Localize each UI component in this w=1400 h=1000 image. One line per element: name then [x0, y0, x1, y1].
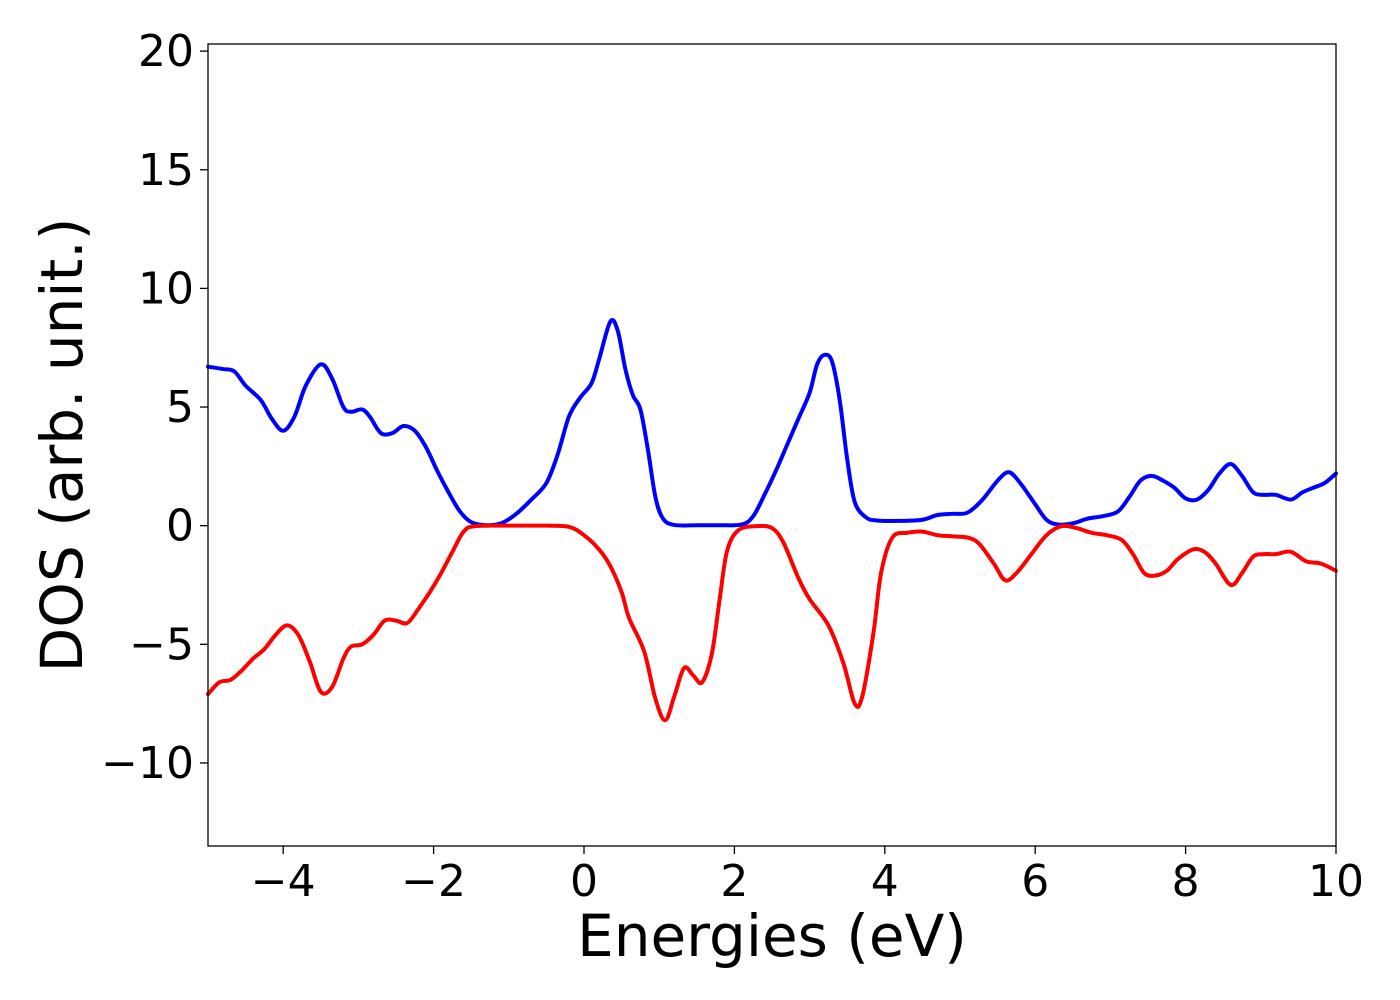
- series-layer: [206, 317, 1338, 723]
- x-tick-label: −2: [401, 856, 466, 907]
- y-tick-label: 15: [138, 145, 194, 196]
- x-tick-label: 0: [570, 856, 598, 907]
- x-tick-label: 10: [1308, 856, 1364, 907]
- x-tick-label: 2: [720, 856, 748, 907]
- y-tick-label: 5: [166, 382, 194, 433]
- y-tick-label: 20: [138, 26, 194, 77]
- y-axis-label: DOS (arb. unit.): [28, 218, 96, 673]
- y-tick-label: −10: [101, 738, 194, 789]
- plot-frame: [207, 43, 1337, 847]
- series-line-blue: [206, 317, 1338, 528]
- x-axis: −4 −2 0 2 4 6 8 10: [251, 846, 1364, 907]
- x-tick-label: 4: [871, 856, 899, 907]
- series-line-red: [206, 523, 1338, 723]
- x-tick-label: 6: [1021, 856, 1049, 907]
- y-axis: −10 −5 0 5 10 15 20: [101, 26, 208, 789]
- x-axis-label: Energies (eV): [577, 902, 967, 970]
- x-tick-label: 8: [1172, 856, 1200, 907]
- y-tick-label: 10: [138, 263, 194, 314]
- y-tick-label: 0: [166, 501, 194, 552]
- x-tick-label: −4: [251, 856, 316, 907]
- y-tick-label: −5: [129, 619, 194, 670]
